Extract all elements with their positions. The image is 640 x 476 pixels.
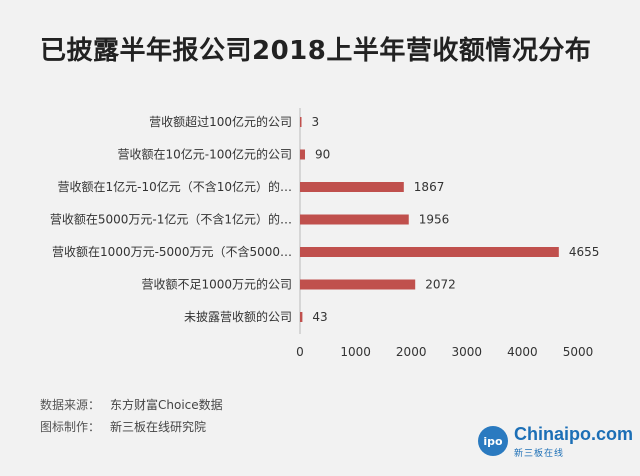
chart-maker-key: 图标制作： (40, 420, 101, 434)
category-label-5: 营收额不足1000万元的公司 (141, 277, 292, 292)
category-label-6: 未披露营收额的公司 (184, 309, 292, 324)
bar-2 (300, 182, 404, 192)
chart-maker-line: 图标制作： 新三板在线研究院 (40, 418, 206, 435)
x-tick-1: 1000 (340, 345, 371, 359)
value-label-3: 1956 (419, 213, 450, 227)
x-tick-2: 2000 (396, 345, 427, 359)
category-label-2: 营收额在1亿元-10亿元（不含10亿元）的… (57, 179, 292, 194)
category-label-1: 营收额在10亿元-100亿元的公司 (117, 147, 292, 162)
x-tick-4: 4000 (507, 345, 538, 359)
bar-3 (300, 214, 409, 225)
data-source-key: 数据来源： (40, 398, 101, 412)
category-label-4: 营收额在1000万元-5000万元（不含5000… (52, 244, 292, 259)
x-tick-0: 0 (296, 345, 304, 359)
chinaipo-logo: ipo Chinaipo.com 新三板在线 (478, 424, 633, 462)
value-label-6: 43 (312, 310, 327, 324)
logo-subtext: 新三板在线 (514, 449, 565, 459)
category-label-0: 营收额超过100亿元的公司 (149, 114, 292, 129)
bar-0 (300, 117, 302, 127)
value-label-1: 90 (315, 148, 330, 162)
category-label-3: 营收额在5000万元-1亿元（不含1亿元）的… (50, 212, 292, 227)
x-tick-3: 3000 (452, 345, 483, 359)
chart-maker-value: 新三板在线研究院 (110, 420, 207, 434)
value-label-2: 1867 (414, 180, 445, 194)
bar-1 (300, 149, 306, 160)
value-label-0: 3 (312, 115, 320, 129)
chart-title: 已披露半年报公司2018上半年营收额情况分布 (40, 36, 592, 66)
logo-text: Chinaipo.com (514, 424, 634, 444)
x-tick-5: 5000 (563, 345, 594, 359)
bar-6 (300, 312, 303, 322)
value-labels: 3 90 1867 1956 4655 2072 43 (312, 115, 600, 324)
x-tick-labels: 0 1000 2000 3000 4000 5000 (296, 345, 593, 359)
bar-5 (300, 279, 416, 290)
data-source-value: 东方财富Choice数据 (110, 398, 223, 412)
bar-4 (300, 247, 559, 257)
bars-group (300, 117, 559, 322)
category-labels: 营收额超过100亿元的公司营收额在10亿元-100亿元的公司营收额在1亿元-10… (50, 114, 292, 324)
logo-badge-icon: ipo (478, 426, 508, 456)
value-label-5: 2072 (425, 278, 456, 292)
data-source-line: 数据来源： 东方财富Choice数据 (40, 396, 223, 413)
value-label-4: 4655 (569, 245, 600, 259)
